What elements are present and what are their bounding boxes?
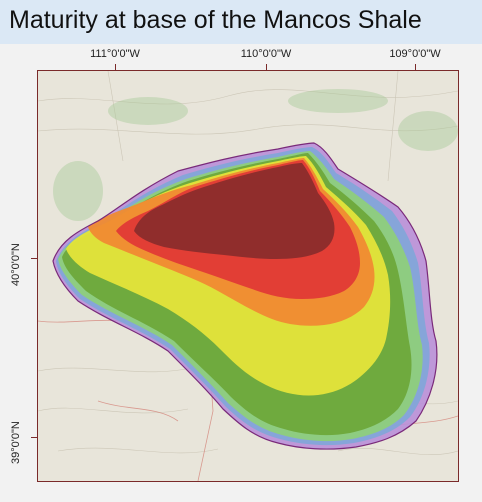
longitude-label-110w: 110°0'0"W [240, 48, 292, 60]
basemap-vegetation [53, 89, 458, 221]
longitude-tick-111w [115, 64, 116, 70]
longitude-label-109w: 109°0'0"W [389, 48, 441, 60]
title-bar: Maturity at base of the Mancos Shale [0, 0, 482, 44]
longitude-tick-110w [266, 64, 267, 70]
latitude-tick-40n [31, 258, 37, 259]
latitude-label-40n: 40°0'0"N [10, 243, 22, 286]
basin-boundary [52, 142, 438, 450]
map-title: Maturity at base of the Mancos Shale [9, 6, 422, 34]
map-frame [37, 70, 459, 482]
longitude-tick-109w [415, 64, 416, 70]
maturity-map [38, 71, 458, 481]
latitude-label-39n: 39°0'0"N [10, 421, 22, 464]
zone-dark-red [134, 163, 335, 259]
longitude-label-111w: 111°0'0"W [90, 48, 140, 60]
latitude-tick-39n [31, 437, 37, 438]
